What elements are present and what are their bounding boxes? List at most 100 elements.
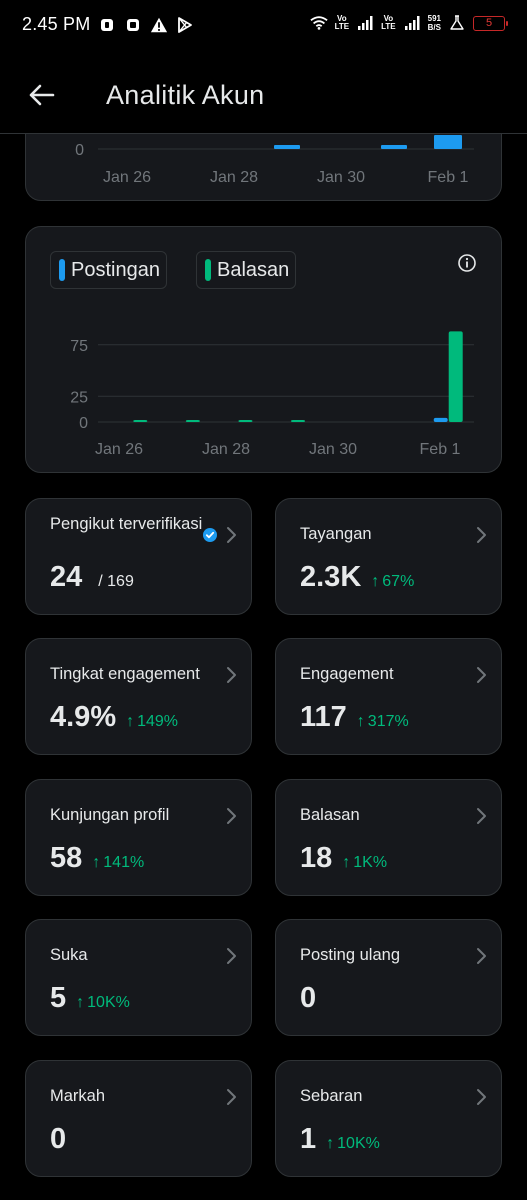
stat-label: Markah [50,1087,106,1105]
stat-label: Tayangan [300,525,372,543]
stat-value-row: 117 ↑ 317% [300,701,409,734]
stat-delta: ↑ 10K% [326,1135,380,1153]
stat-delta: ↑ 141% [92,854,144,872]
stat-card[interactable]: Tingkat engagement 4.9% ↑ 149% [25,638,252,755]
arrow-up-icon: ↑ [76,994,85,1011]
stat-value-row: 24 / 169 [50,561,134,594]
stat-delta: ↑ 1K% [342,854,387,872]
chart-x-tick: Feb 1 [420,441,461,458]
stat-card[interactable]: Kunjungan profil 58 ↑ 141% [25,779,252,896]
top-chart-bar [274,145,300,149]
stat-card[interactable]: Posting ulang 0 [275,919,502,1036]
stat-value-row: 58 ↑ 141% [50,842,144,875]
stat-label: Sebaran [300,1087,363,1105]
back-arrow-icon [29,84,55,106]
chevron-right-icon [477,1089,486,1105]
net-speed-value: 591 [427,14,441,23]
stat-card[interactable]: Tayangan 2.3K ↑ 67% [275,498,502,615]
chevron-right-icon [227,667,236,683]
stat-delta-value: 10K% [87,994,130,1011]
posts-replies-chart-card: Postingan Balasan 75 25 0 Jan 26 Jan 28 Jan 3… [25,226,502,473]
chart-x-tick: Jan 28 [202,441,250,458]
stat-value-row: 0 [300,982,316,1015]
info-icon[interactable] [457,253,477,273]
status-time: 2.45 PM [22,14,91,34]
chart-bar-postingan[interactable] [433,417,448,422]
arrow-up-icon: ↑ [126,713,135,730]
stat-delta: ↑ 317% [357,713,409,731]
play-store-icon [176,16,194,34]
stat-value: 117 [300,701,347,733]
stat-label: Tingkat engagement [50,665,200,683]
stat-delta-value: 10K% [337,1135,380,1152]
stat-label: Posting ulang [300,946,400,964]
stat-label: Kunjungan profil [50,806,170,824]
stat-value-row: 18 ↑ 1K% [300,842,387,875]
stat-delta-value: 149% [137,713,179,730]
app-header: Analitik Akun [0,54,527,134]
battery-level: 5 [485,17,493,29]
chart-y-tick: 75 [70,338,88,355]
net-speed: 591 B/S [428,14,441,32]
legend-label: Balasan [217,258,290,281]
chart-bar-balasan[interactable] [448,331,463,422]
chart-y-tick: 25 [70,389,88,406]
chart-bar-balasan[interactable] [238,420,253,422]
stat-value: 1 [300,1123,317,1155]
top-chart-x-tick: Jan 30 [317,169,365,186]
top-chart-svg: 0 Jan 26 Jan 28 Jan 30 Feb 1 [75,135,474,186]
arrow-up-icon: ↑ [326,1135,335,1152]
stat-value: 58 [50,842,83,874]
status-bar: 2.45 PM Vo LTE Vo LTE 591 B/S [0,0,527,54]
stat-value: 2.3K [300,561,362,593]
verified-badge-icon [203,528,217,542]
chart-bar-balasan[interactable] [133,420,148,422]
back-button[interactable] [24,78,58,112]
stat-value: 0 [50,1123,67,1155]
net-speed-unit: B/S [427,23,441,32]
chevron-right-icon [227,527,236,543]
chevron-right-icon [477,808,486,824]
chevron-right-icon [227,1089,236,1105]
stat-card[interactable]: Balasan 18 ↑ 1K% [275,779,502,896]
chevron-right-icon [477,948,486,964]
chevron-right-icon [227,808,236,824]
arrow-up-icon: ↑ [371,573,380,590]
app-notification-icon [124,16,142,34]
stat-card[interactable]: Sebaran 1 ↑ 10K% [275,1060,502,1177]
legend-postingan[interactable]: Postingan [50,251,167,289]
chart-bar-balasan[interactable] [291,420,305,422]
stat-delta: ↑ 149% [126,713,178,731]
stat-delta-value: 1K% [353,854,388,871]
top-chart-x-tick: Jan 28 [210,169,258,186]
legend-balasan[interactable]: Balasan [196,251,297,289]
stat-card[interactable]: Suka 5 ↑ 10K% [25,919,252,1036]
stat-value: 4.9% [50,701,117,733]
app-notification-icon [98,16,116,34]
wifi-icon [309,14,328,32]
stat-value-row: 1 ↑ 10K% [300,1123,380,1156]
battery-icon: 5 [473,15,508,31]
stat-delta-value: 141% [103,854,145,871]
legend-swatch-blue [59,259,65,281]
arrow-up-icon: ↑ [356,713,365,730]
chart-bar-balasan[interactable] [185,420,200,422]
stat-label: Suka [50,946,88,964]
arrow-up-icon: ↑ [92,854,101,871]
stat-label: Engagement [300,665,394,683]
status-right: Vo LTE Vo LTE 591 B/S 5 [309,14,508,32]
chart-x-tick: Jan 26 [95,441,143,458]
stat-card[interactable]: Engagement 117 ↑ 317% [275,638,502,755]
stat-value: 0 [300,982,317,1014]
lte-label: Vo LTE [381,14,396,31]
stat-card[interactable]: Markah 0 [25,1060,252,1177]
top-chart-x-tick: Jan 26 [103,169,151,186]
signal-icon [356,14,374,32]
stat-value: 24 [50,561,83,593]
stat-label: Pengikut terverifikasi [50,515,203,533]
stat-card[interactable]: Pengikut terverifikasi 24 / 169 [25,498,252,615]
status-left: 2.45 PM [22,14,194,35]
warning-icon [150,16,168,34]
chart-x-tick: Jan 30 [309,441,357,458]
stat-delta: ↑ 10K% [76,994,130,1012]
